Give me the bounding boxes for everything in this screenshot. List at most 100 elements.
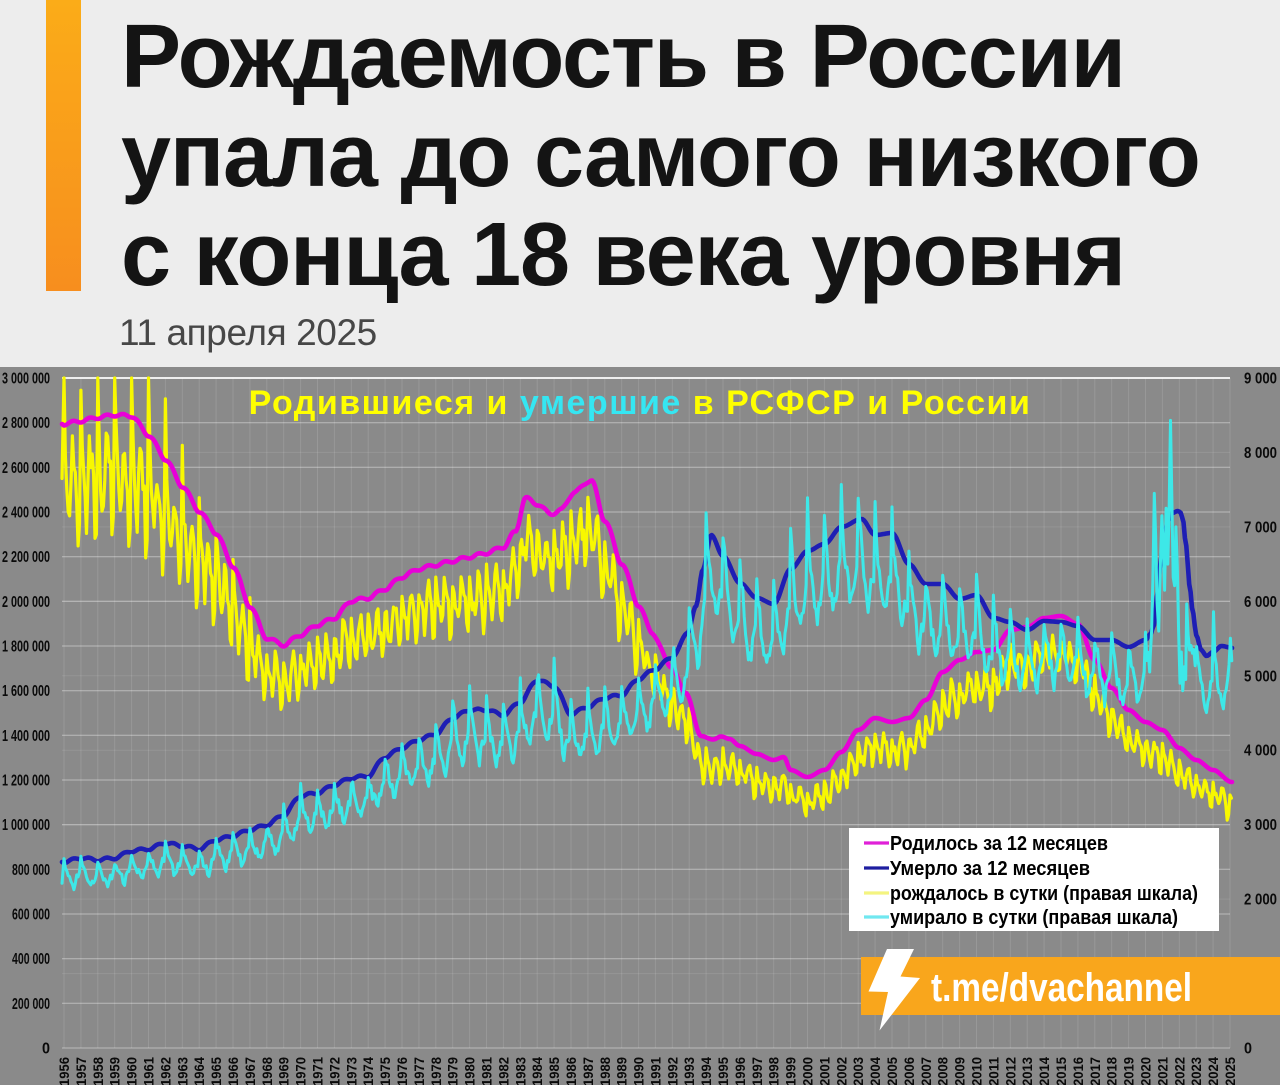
svg-text:1983: 1983 [512,1057,528,1085]
svg-text:2001: 2001 [816,1057,832,1085]
svg-text:9 000: 9 000 [1244,371,1277,388]
svg-text:2 400 000: 2 400 000 [2,505,50,522]
svg-text:2018: 2018 [1104,1057,1120,1085]
svg-text:1 000 000: 1 000 000 [2,817,50,834]
svg-text:1968: 1968 [259,1057,275,1085]
svg-text:2007: 2007 [918,1057,934,1085]
svg-text:2019: 2019 [1121,1057,1137,1085]
svg-text:2002: 2002 [833,1057,849,1085]
svg-text:2005: 2005 [884,1057,900,1085]
svg-text:2013: 2013 [1019,1057,1035,1085]
svg-text:2017: 2017 [1087,1057,1103,1085]
svg-text:умирало в сутки (правая шкала): умирало в сутки (правая шкала) [890,907,1178,929]
svg-text:1963: 1963 [174,1057,190,1085]
svg-text:7 000: 7 000 [1244,519,1277,536]
svg-text:1956: 1956 [56,1057,72,1085]
svg-text:1991: 1991 [647,1057,663,1085]
svg-text:2010: 2010 [969,1057,985,1085]
svg-text:1979: 1979 [445,1057,461,1085]
svg-text:6 000: 6 000 [1244,594,1277,611]
svg-text:2 600 000: 2 600 000 [2,460,50,477]
svg-text:1957: 1957 [73,1057,89,1085]
svg-text:1 600 000: 1 600 000 [2,683,50,700]
svg-text:1961: 1961 [141,1057,157,1085]
svg-text:1972: 1972 [326,1057,342,1085]
svg-text:1999: 1999 [783,1057,799,1085]
svg-text:1967: 1967 [242,1057,258,1085]
svg-text:2015: 2015 [1053,1057,1069,1085]
svg-text:2024: 2024 [1205,1057,1221,1085]
svg-text:2020: 2020 [1138,1057,1154,1085]
svg-text:1993: 1993 [681,1057,697,1085]
svg-text:800 000: 800 000 [12,862,50,879]
svg-text:2006: 2006 [901,1057,917,1085]
svg-text:1 200 000: 1 200 000 [2,773,50,790]
svg-text:2016: 2016 [1070,1057,1086,1085]
svg-text:2012: 2012 [1002,1057,1018,1085]
svg-text:2 000: 2 000 [1244,892,1277,909]
svg-text:1980: 1980 [462,1057,478,1085]
svg-text:2000: 2000 [800,1057,816,1085]
svg-text:1982: 1982 [495,1057,511,1085]
svg-text:2 200 000: 2 200 000 [2,549,50,566]
svg-text:1 800 000: 1 800 000 [2,639,50,656]
svg-text:2014: 2014 [1036,1057,1052,1085]
svg-text:Родилось за 12 месяцев: Родилось за 12 месяцев [890,833,1108,855]
svg-text:1996: 1996 [732,1057,748,1085]
svg-text:1976: 1976 [394,1057,410,1085]
svg-text:2009: 2009 [952,1057,968,1085]
svg-text:1977: 1977 [411,1057,427,1085]
svg-text:Умерло за 12 месяцев: Умерло за 12 месяцев [890,858,1090,880]
svg-text:2025: 2025 [1222,1057,1238,1085]
svg-text:0: 0 [1244,1041,1252,1058]
svg-text:1981: 1981 [479,1057,495,1085]
svg-text:1970: 1970 [293,1057,309,1085]
svg-text:200 000: 200 000 [12,996,50,1013]
svg-text:1995: 1995 [715,1057,731,1085]
svg-text:4 000: 4 000 [1244,743,1277,760]
svg-text:1997: 1997 [749,1057,765,1085]
svg-text:Родившиеся и умершие в РСФСР и: Родившиеся и умершие в РСФСР и России [249,384,1032,422]
svg-text:2021: 2021 [1154,1057,1170,1085]
svg-text:1984: 1984 [529,1057,545,1085]
svg-text:1990: 1990 [631,1057,647,1085]
svg-text:1962: 1962 [157,1057,173,1085]
svg-text:1985: 1985 [546,1057,562,1085]
svg-text:2011: 2011 [985,1057,1001,1085]
svg-text:2023: 2023 [1188,1057,1204,1085]
svg-text:1959: 1959 [107,1057,123,1085]
svg-text:1975: 1975 [377,1057,393,1085]
svg-text:2003: 2003 [850,1057,866,1085]
svg-text:400 000: 400 000 [12,951,50,968]
svg-text:5 000: 5 000 [1244,668,1277,685]
svg-text:1965: 1965 [208,1057,224,1085]
svg-text:рождалось в сутки (правая шкал: рождалось в сутки (правая шкала) [890,883,1198,905]
svg-text:1964: 1964 [191,1057,207,1085]
svg-text:0: 0 [42,1041,50,1058]
svg-text:1986: 1986 [563,1057,579,1085]
svg-text:1988: 1988 [597,1057,613,1085]
svg-text:1 400 000: 1 400 000 [2,728,50,745]
svg-text:1966: 1966 [225,1057,241,1085]
svg-text:3 000: 3 000 [1244,817,1277,834]
svg-text:1958: 1958 [90,1057,106,1085]
svg-text:2004: 2004 [867,1057,883,1085]
svg-text:2 000 000: 2 000 000 [2,594,50,611]
svg-text:2008: 2008 [935,1057,951,1085]
svg-text:1994: 1994 [698,1057,714,1085]
svg-text:1969: 1969 [276,1057,292,1085]
svg-text:2022: 2022 [1171,1057,1187,1085]
svg-text:1973: 1973 [343,1057,359,1085]
svg-text:1987: 1987 [580,1057,596,1085]
svg-text:1960: 1960 [124,1057,140,1085]
svg-text:t.me/dvachannel: t.me/dvachannel [931,966,1192,1010]
svg-text:3 000 000: 3 000 000 [2,371,50,388]
svg-text:8 000: 8 000 [1244,445,1277,462]
svg-text:1978: 1978 [428,1057,444,1085]
svg-text:600 000: 600 000 [12,907,50,924]
svg-text:1974: 1974 [360,1057,376,1085]
svg-text:1971: 1971 [310,1057,326,1085]
svg-text:2 800 000: 2 800 000 [2,415,50,432]
svg-text:1989: 1989 [614,1057,630,1085]
svg-text:1992: 1992 [664,1057,680,1085]
